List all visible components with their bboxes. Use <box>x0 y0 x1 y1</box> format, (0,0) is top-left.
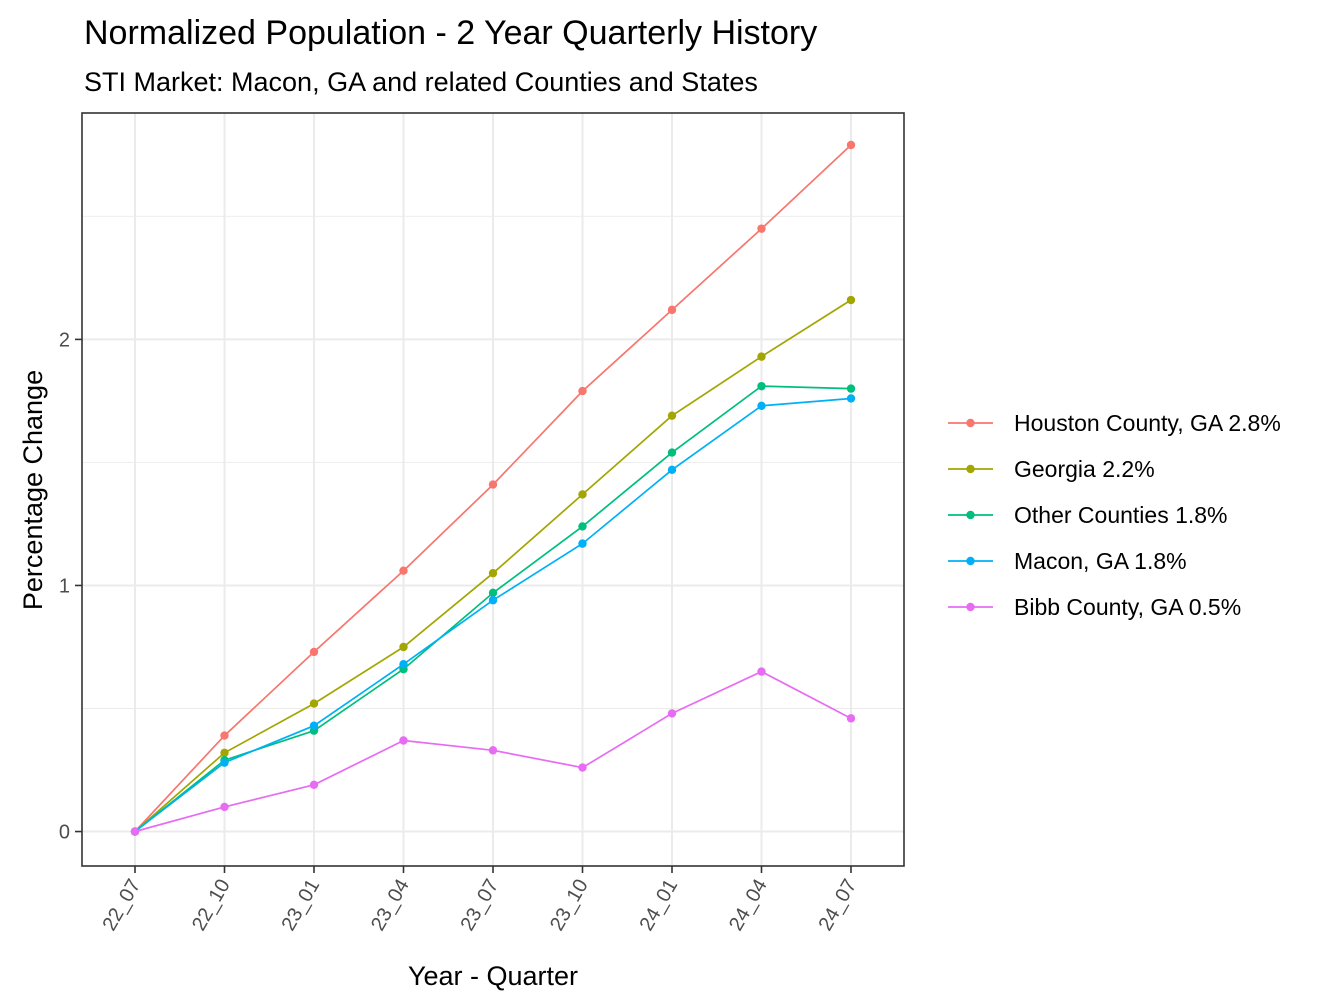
data-point-series-4 <box>578 539 587 548</box>
data-point-series-2 <box>309 699 319 708</box>
data-point-series-1 <box>578 386 587 396</box>
chart-title: Normalized Population - 2 Year Quarterly… <box>84 14 817 52</box>
data-point-series-1 <box>488 480 498 489</box>
data-point-series-3 <box>488 588 498 598</box>
legend: Houston County, GA 2.8% Georgia 2.2% Other… <box>948 410 1281 620</box>
data-point-series-5 <box>757 667 766 676</box>
data-point-series-5 <box>578 763 587 772</box>
data-point-series-5 <box>130 827 140 836</box>
data-point-series-2 <box>667 411 677 420</box>
legend-key-point <box>966 510 975 520</box>
x-tick-label: 23_01 <box>277 876 324 935</box>
legend-label: Georgia 2.2% <box>1014 456 1155 482</box>
y-tick-label: 1 <box>59 575 70 597</box>
data-point-series-2 <box>757 352 766 361</box>
data-point-series-1 <box>757 224 766 233</box>
x-tick-label: 24_04 <box>725 876 772 935</box>
data-point-series-5 <box>220 802 229 812</box>
chart-subtitle: STI Market: Macon, GA and related Counti… <box>84 67 758 97</box>
x-axis: 22_07 22_10 23_01 23_04 23_07 23_10 24_01 24_04… <box>98 866 861 935</box>
data-point-series-4 <box>846 394 856 403</box>
data-point-series-1 <box>667 305 677 315</box>
legend-label: Other Counties 1.8% <box>1014 502 1228 528</box>
x-tick-label: 22_07 <box>98 876 145 935</box>
data-point-series-1 <box>846 140 856 150</box>
data-point-series-3 <box>578 522 587 531</box>
data-point-series-5 <box>309 780 319 789</box>
data-point-series-4 <box>220 758 229 767</box>
data-point-series-2 <box>846 295 856 305</box>
y-axis: 0 1 2 <box>59 329 82 844</box>
data-point-series-2 <box>578 490 587 499</box>
data-point-series-5 <box>488 746 498 755</box>
plot-panel <box>81 112 905 867</box>
data-point-series-4 <box>488 596 498 605</box>
data-point-series-4 <box>399 660 408 669</box>
data-point-series-3 <box>757 381 766 391</box>
data-point-series-4 <box>757 401 766 411</box>
y-axis-title: Percentage Change <box>18 370 48 610</box>
data-point-series-5 <box>399 736 408 745</box>
x-axis-title: Year - Quarter <box>408 961 578 991</box>
legend-label: Bibb County, GA 0.5% <box>1014 594 1241 620</box>
legend-key-point <box>966 602 975 612</box>
data-point-series-2 <box>220 748 229 758</box>
legend-key-point <box>966 464 975 474</box>
data-point-series-1 <box>309 647 319 657</box>
y-tick-label: 2 <box>59 329 70 351</box>
data-point-series-4 <box>309 721 319 730</box>
data-point-series-1 <box>220 731 229 740</box>
legend-label: Houston County, GA 2.8% <box>1014 410 1281 436</box>
x-tick-label: 22_10 <box>188 876 235 935</box>
series-points <box>130 140 856 836</box>
x-tick-label: 24_01 <box>635 876 682 935</box>
data-point-series-3 <box>846 384 856 393</box>
data-point-series-2 <box>488 568 498 578</box>
x-tick-label: 23_07 <box>456 876 503 935</box>
legend-key-point <box>966 556 975 566</box>
x-tick-label: 23_04 <box>367 876 414 935</box>
x-tick-label: 24_07 <box>814 876 861 935</box>
data-point-series-5 <box>846 714 856 723</box>
data-point-series-4 <box>667 465 677 475</box>
major-gridlines <box>82 113 904 866</box>
data-point-series-5 <box>667 709 677 718</box>
data-point-series-1 <box>399 566 408 575</box>
legend-label: Macon, GA 1.8% <box>1014 548 1187 574</box>
data-point-series-3 <box>667 448 677 457</box>
legend-key-point <box>966 418 975 428</box>
data-point-series-2 <box>399 642 408 652</box>
x-tick-label: 23_10 <box>546 876 593 935</box>
y-tick-label: 0 <box>59 822 70 844</box>
